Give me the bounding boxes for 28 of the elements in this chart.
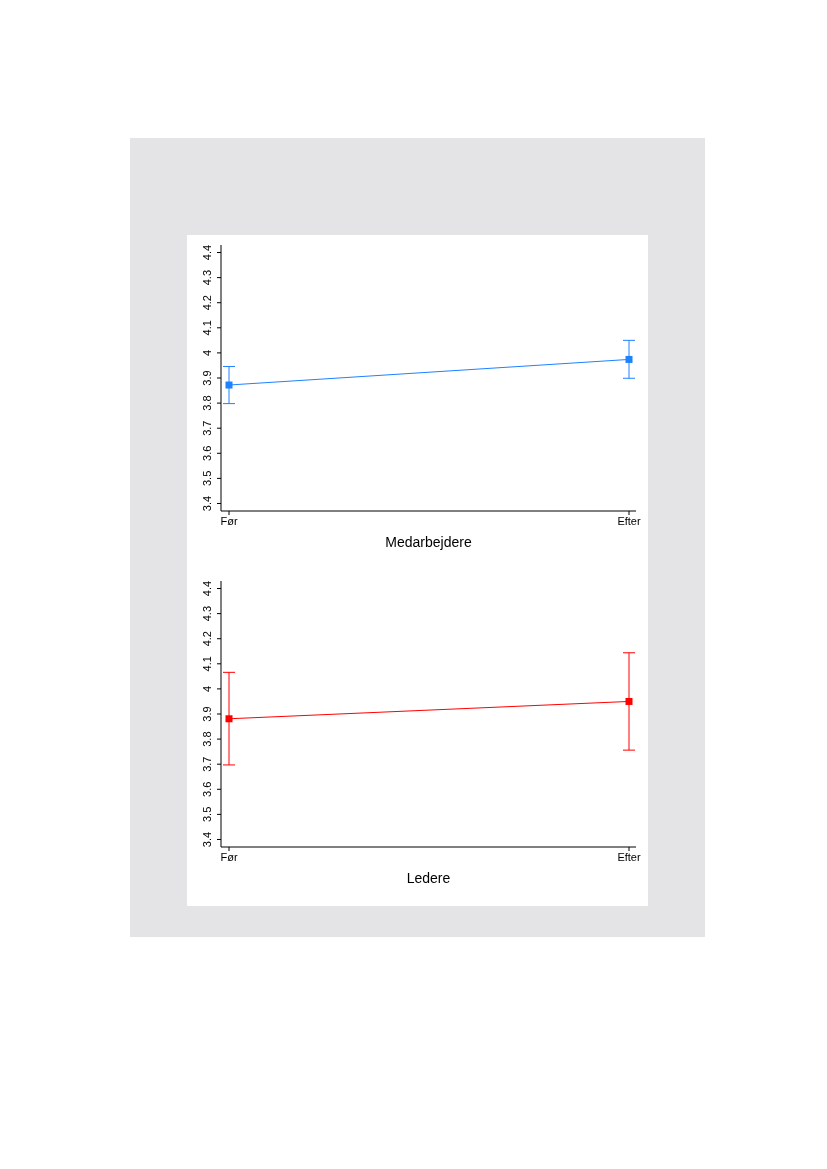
y-tick-label: 3.8 [201,395,213,411]
y-tick-label: 4 [201,685,213,692]
x-tick-label: Efter [617,850,641,863]
y-tick-label: 4.3 [201,605,213,622]
y-tick-label: 3.6 [201,781,213,797]
y-tick-label: 4 [201,349,213,356]
y-tick-label: 4.2 [201,631,213,647]
y-tick-label: 3.9 [201,706,213,722]
y-tick-label: 4.1 [201,656,213,672]
y-tick-label: 4.4 [201,244,213,261]
y-tick-label: 3.5 [201,470,213,487]
x-axis-title: Ledere [406,870,451,886]
y-tick-label: 3.5 [201,806,213,823]
x-tick-label: Før [220,514,238,527]
y-tick-label: 3.6 [201,445,213,461]
y-tick-label: 4.4 [201,580,213,597]
y-tick-label: 4.3 [201,269,213,286]
y-tick-label: 3.9 [201,370,213,386]
x-tick-label: Efter [617,514,641,527]
y-tick-label: 4.1 [201,320,213,336]
y-tick-label: 4.2 [201,295,213,311]
y-tick-label: 3.7 [201,756,213,772]
y-tick-label: 3.4 [201,495,213,512]
x-tick-label: Før [220,850,238,863]
y-tick-label: 3.4 [201,831,213,848]
x-axis-title: Medarbejdere [385,534,472,550]
y-tick-label: 3.7 [201,420,213,436]
y-tick-label: 3.8 [201,731,213,747]
